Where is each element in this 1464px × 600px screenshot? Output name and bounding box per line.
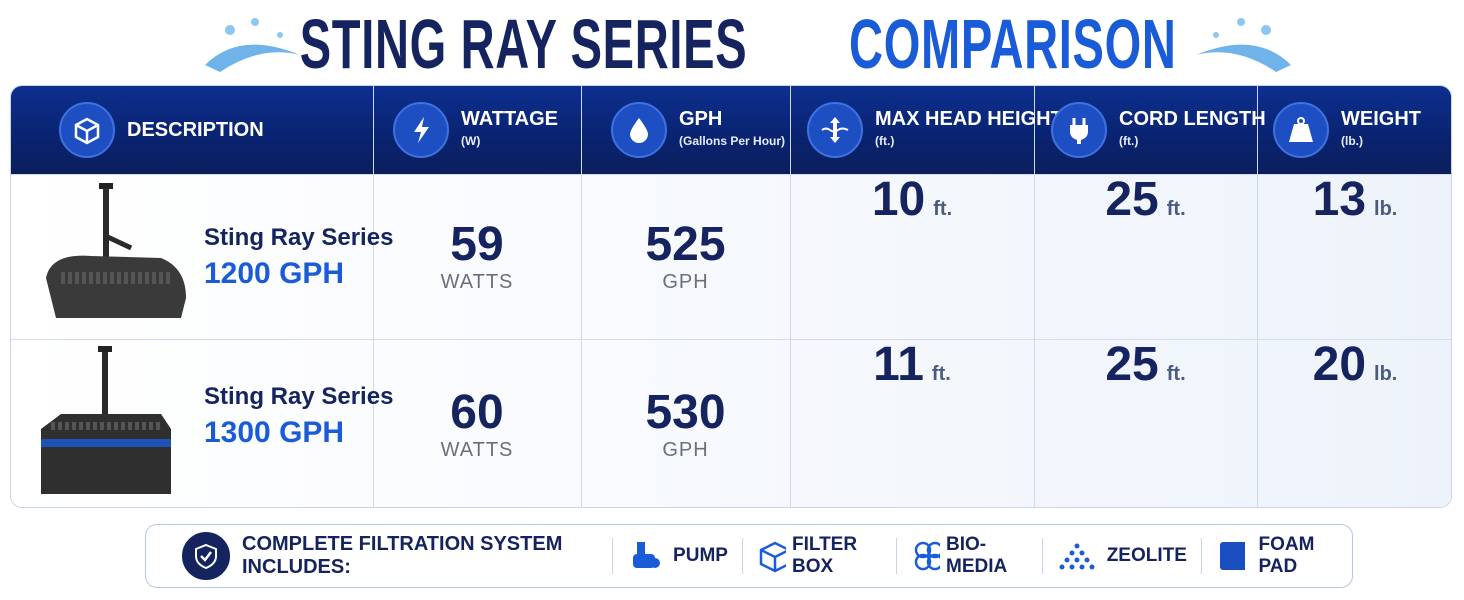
icon (807, 102, 863, 158)
title-main: STING RAY SERIES (300, 5, 748, 83)
value: 25 (1105, 338, 1159, 391)
unit: lb. (1374, 363, 1398, 385)
divider (1034, 86, 1035, 507)
value: 20 (1312, 338, 1367, 391)
item-text: FILTER BOX (792, 534, 858, 577)
header-note: (Gallons Per Hour) (679, 134, 786, 148)
icon (182, 532, 230, 580)
unit: WATTS (440, 438, 514, 461)
title-highlight: COMPARISON (849, 5, 1178, 83)
unit: GPH (662, 271, 709, 293)
header-label: DESCRIPTION (127, 119, 264, 141)
comparison-table: DESCRIPTION WATTAGE (W) GPH (Gallons Per H… (10, 85, 1452, 508)
cell: 13 lb. (1257, 173, 1451, 339)
value: 530 (645, 385, 726, 439)
header-label: GPH (Gallons Per Hour) (679, 108, 785, 152)
footer-item: FILTER BOX (741, 534, 896, 577)
header-note: (ft.) (1119, 134, 1139, 148)
header-text: WEIGHT (1341, 108, 1421, 130)
product-description: Sting Ray Series 1300 GPH (204, 379, 393, 451)
icon (611, 102, 667, 158)
value: 60 (450, 385, 504, 439)
footer-item: ZEOLITE (1041, 538, 1201, 574)
unit: WATTS (440, 271, 514, 293)
icon (1051, 102, 1107, 158)
cell: 59 WATTS (373, 174, 581, 339)
product-description: Sting Ray Series 1200 GPH (204, 220, 393, 292)
header-cell: MAX HEAD HEIGHT (ft.) (807, 86, 1063, 174)
value: 10 (871, 173, 926, 226)
header-cell: WEIGHT (lb.) (1273, 86, 1421, 174)
header-note: (ft.) (875, 134, 895, 148)
header-label: CORD LENGTH (ft.) (1119, 108, 1266, 152)
icon (393, 102, 449, 158)
header-note: (W) (461, 134, 481, 148)
header-cell: GPH (Gallons Per Hour) (611, 86, 785, 174)
splash-right (1196, 18, 1291, 72)
cell: 20 lb. (1257, 338, 1451, 507)
header-cell: DESCRIPTION (59, 86, 264, 174)
title: STING RAY SERIES COMPARISON (0, 4, 1464, 84)
unit: lb. (1374, 198, 1398, 220)
cell: 530 GPH (581, 339, 790, 507)
cell: 11 ft. (790, 338, 1034, 507)
item-text: BIO-MEDIA (946, 534, 1008, 577)
header-note: (lb.) (1341, 134, 1363, 148)
product-name: Sting Ray Series (204, 224, 394, 251)
header-label: WATTAGE (W) (461, 108, 558, 152)
item-text: ZEOLITE (1106, 545, 1187, 566)
item-text: PUMP (673, 545, 728, 566)
unit: ft. (1166, 363, 1186, 385)
unit: ft. (931, 363, 951, 385)
icon (759, 541, 786, 573)
value: 25 (1105, 173, 1159, 226)
row (11, 339, 1451, 507)
divider (581, 86, 582, 507)
footer-item: FOAM PAD (1200, 534, 1352, 577)
icon (1219, 542, 1245, 570)
value: 13 (1312, 173, 1367, 226)
cell: 10 ft. (790, 174, 1034, 339)
header-cell: WATTAGE (W) (393, 86, 558, 174)
header-text: WATTAGE (461, 108, 559, 130)
unit: ft. (1166, 198, 1186, 220)
product-image (41, 346, 171, 494)
icon (1059, 543, 1095, 570)
icon (633, 542, 661, 568)
row (11, 174, 1451, 340)
header-text: MAX HEAD HEIGHT (875, 108, 1063, 130)
splash-left (205, 18, 300, 72)
header-label: WEIGHT (lb.) (1341, 108, 1421, 152)
cell: 525 GPH (581, 174, 790, 339)
product-model: 1300 GPH (204, 416, 345, 449)
header-text: GPH (679, 108, 723, 130)
header-cell: CORD LENGTH (ft.) (1051, 86, 1266, 174)
footer-item: BIO-MEDIA (895, 534, 1042, 577)
divider (790, 86, 791, 507)
icon (914, 541, 940, 571)
cell: 25 ft. (1034, 174, 1257, 339)
unit: ft. (933, 198, 953, 220)
footer: COMPLETE FILTRATION SYSTEM INCLUDES: PUM… (145, 524, 1353, 588)
cell: 60 WATTS (373, 339, 581, 507)
footer-item: PUMP (612, 538, 742, 574)
product-name: Sting Ray Series (204, 383, 394, 410)
footer-label: COMPLETE FILTRATION SYSTEM INCLUDES: (242, 533, 563, 578)
unit: GPH (662, 438, 709, 461)
header-text: CORD LENGTH (1119, 108, 1266, 130)
header-row (11, 86, 1451, 174)
value: 11 (873, 338, 924, 391)
product-image (46, 183, 186, 318)
icon (1273, 102, 1329, 158)
product-model: 1200 GPH (204, 257, 345, 290)
divider (1257, 86, 1258, 507)
item-text: FOAM PAD (1258, 534, 1315, 577)
cell: 25 ft. (1034, 338, 1257, 507)
header-label: MAX HEAD HEIGHT (ft.) (875, 108, 1063, 152)
value: 59 (450, 218, 504, 271)
divider (373, 86, 374, 507)
icon (59, 102, 115, 158)
value: 525 (645, 218, 726, 271)
